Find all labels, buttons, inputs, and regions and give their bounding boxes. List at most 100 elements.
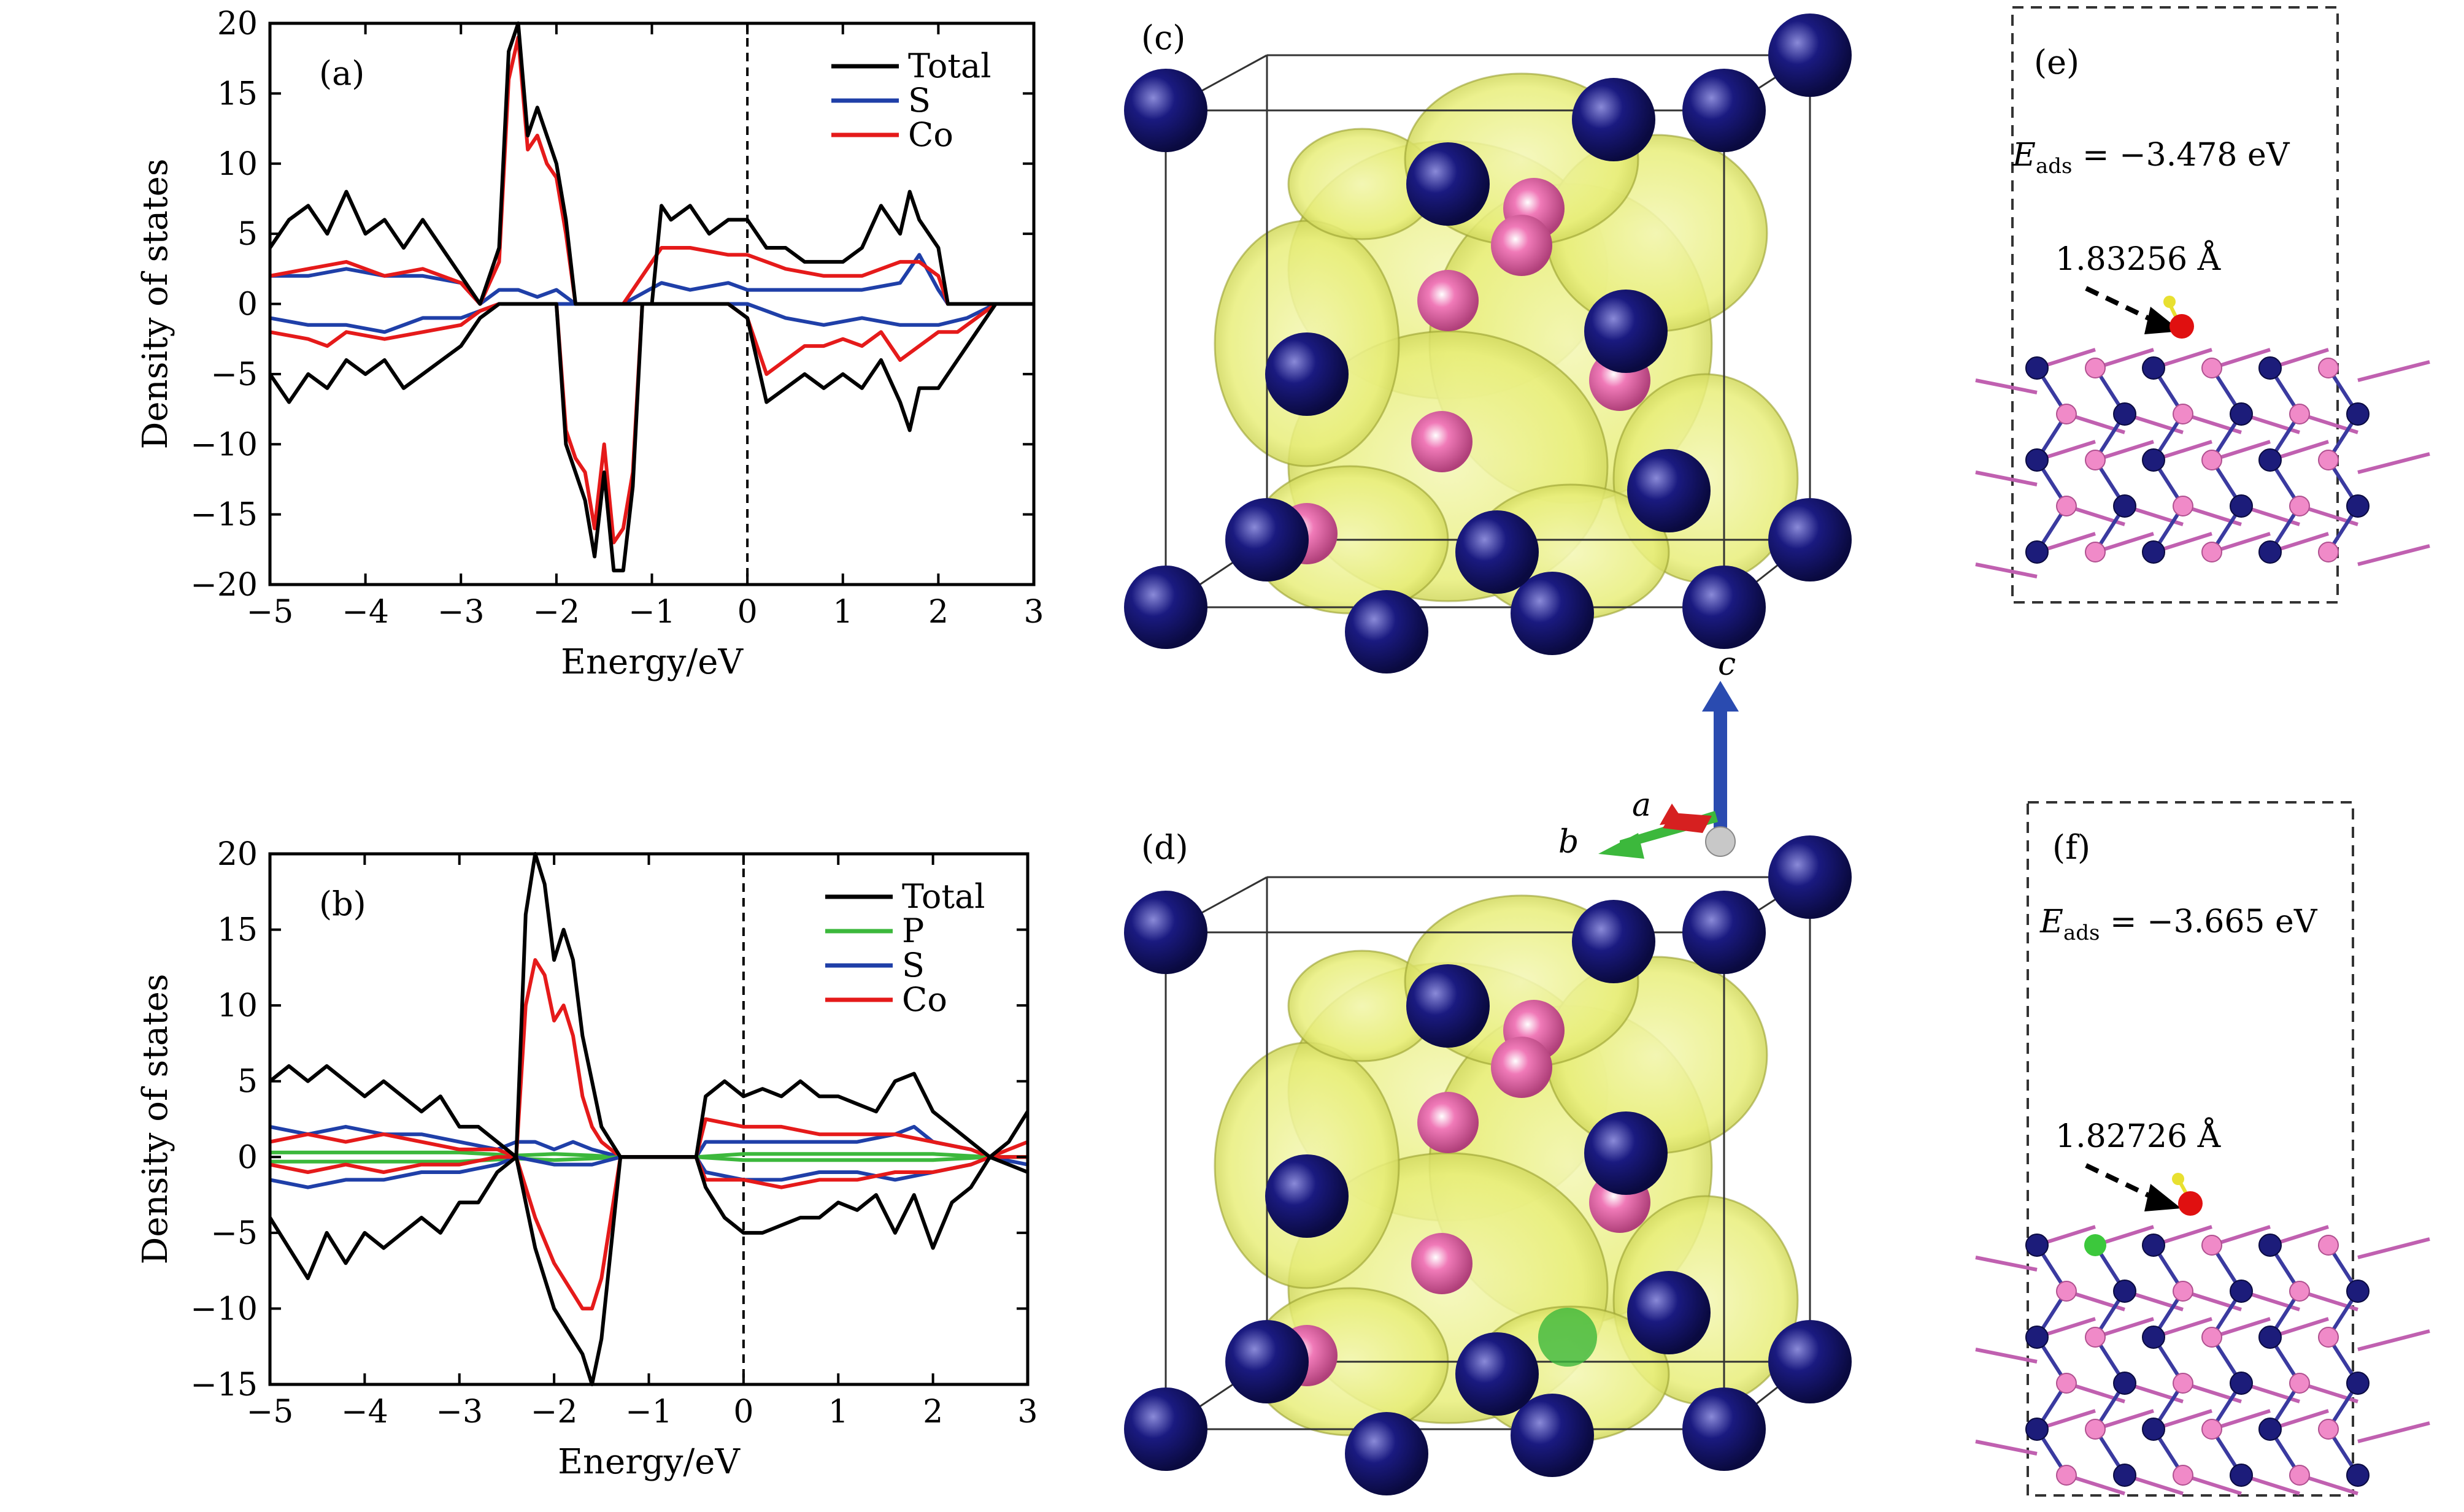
co-atom [2025, 540, 2049, 564]
co-atom [1572, 78, 1655, 161]
co-atom [1225, 1320, 1309, 1403]
x-tick-label: −4 [342, 594, 389, 631]
co-atom [2258, 1234, 2282, 1257]
co-atom [2258, 1418, 2282, 1441]
x-tick-label: −5 [247, 1394, 294, 1430]
slab-bond [1975, 562, 2038, 578]
slab-bond [1975, 1440, 2038, 1456]
x-tick-label: 1 [828, 1394, 849, 1430]
s-atom [1411, 1233, 1473, 1294]
co-atom [1584, 1111, 1668, 1195]
slab-bond [2357, 1421, 2430, 1443]
series-line-total-spin-up [268, 21, 1034, 306]
s-atom [2173, 1281, 2193, 1302]
co-atom [2113, 402, 2136, 426]
co-atom [1124, 891, 1207, 974]
co-atom [2113, 494, 2136, 518]
co-atom [2230, 1464, 2253, 1487]
co-atom [2113, 1280, 2136, 1303]
co-atom [2346, 1372, 2370, 1395]
x-tick-label: 2 [928, 594, 949, 631]
co-atom [2142, 1326, 2165, 1349]
slab-bond [2357, 1237, 2430, 1259]
series-line-co-spin-down [269, 1155, 1028, 1311]
co-atom [1768, 835, 1852, 919]
x-tick-label: −2 [531, 1394, 578, 1430]
y-tick-label: 0 [237, 1139, 258, 1176]
s-atom [2318, 542, 2339, 562]
co-atom [2230, 402, 2253, 426]
crystal-axes-triad: c a b [1558, 646, 1739, 861]
s-atom [2318, 358, 2339, 378]
c-axis-arrow [1702, 681, 1739, 828]
y-axis-title: Density of states [136, 159, 175, 450]
s-atom [2056, 1465, 2077, 1486]
series-line-s-spin-down [269, 302, 1034, 334]
series-line-total-spin-up [269, 852, 1030, 1159]
co-atom [1682, 566, 1766, 649]
co-atom [1345, 590, 1428, 673]
dos-plot-b: −5 −4 −3 −2 −1 0 1 2 3−15−10−505101520Energy/eVD… [136, 836, 1038, 1482]
x-tick-label: −3 [437, 594, 485, 631]
s-atom [2085, 1327, 2106, 1348]
bond-length-e: 1.83256 Å [2055, 240, 2222, 278]
co-atom [2025, 1326, 2049, 1349]
o-atom-e [2169, 314, 2194, 339]
b-axis-label: b [1558, 824, 1579, 861]
s-atom [2056, 404, 2077, 424]
adsorption-slab-e: (e) Eads = −3.478 eV 1.83256 Å [1975, 6, 2430, 604]
co-atom [1682, 1387, 1766, 1471]
dos-plot-a: −5 −4 −3 −2 −1 0 1 2 3−20−15−10−505101520Energy/… [136, 6, 1044, 682]
x-tick-label: 3 [1017, 1394, 1038, 1430]
co-atom [2113, 1372, 2136, 1395]
x-tick-label: 0 [737, 594, 758, 631]
p-atom [1538, 1308, 1597, 1367]
y-tick-label: −10 [190, 426, 258, 463]
co-atom [1627, 1271, 1711, 1354]
y-tick-label: −5 [210, 1215, 258, 1252]
s-atom [2318, 1327, 2339, 1348]
co-atom [1682, 69, 1766, 152]
x-tick-label: −1 [625, 1394, 672, 1430]
series-line-total-spin-down [268, 1155, 1029, 1386]
co-atom [2025, 448, 2049, 472]
legend-label-co: Co [908, 115, 953, 154]
x-axis-title: Energy/eV [561, 642, 744, 682]
co-atom [1768, 13, 1852, 97]
co-atom [2230, 494, 2253, 518]
co-atom [1511, 1394, 1594, 1477]
s-atom [2289, 1373, 2310, 1394]
panel-label-f: (f) [2052, 828, 2090, 867]
x-tick-label: −5 [247, 594, 294, 631]
legend-label-co: Co [902, 980, 947, 1019]
slab-bond [1975, 378, 2038, 394]
y-tick-label: −15 [190, 497, 258, 534]
x-tick-label: −1 [628, 594, 676, 631]
s-atom [2173, 404, 2193, 424]
h-atom-f [2172, 1173, 2184, 1185]
co-atom [1627, 449, 1711, 532]
co-atom [2142, 448, 2165, 472]
y-tick-label: −20 [190, 567, 258, 604]
co-atom [2346, 402, 2370, 426]
co-atom [2258, 356, 2282, 380]
s-atom [2289, 1465, 2310, 1486]
co-atom [1265, 332, 1349, 416]
s-atom [2318, 1235, 2339, 1256]
bond-arrow-e [2085, 286, 2181, 334]
y-tick-label: −10 [190, 1291, 258, 1327]
p-atom [2084, 1234, 2106, 1256]
panel-label: (a) [319, 54, 364, 93]
co-atom [1682, 891, 1766, 974]
s-atom [2318, 1419, 2339, 1440]
y-tick-label: 15 [217, 75, 258, 112]
y-tick-label: −15 [190, 1367, 258, 1403]
co-atom [2142, 1418, 2165, 1441]
panel-label-d: (d) [1141, 828, 1188, 867]
co-atom [1406, 964, 1490, 1048]
co-atom [1455, 510, 1539, 594]
h-atom-e [2163, 296, 2176, 308]
co-atom [2113, 1464, 2136, 1487]
y-tick-label: 20 [217, 836, 258, 873]
c-axis-label: c [1718, 646, 1736, 683]
